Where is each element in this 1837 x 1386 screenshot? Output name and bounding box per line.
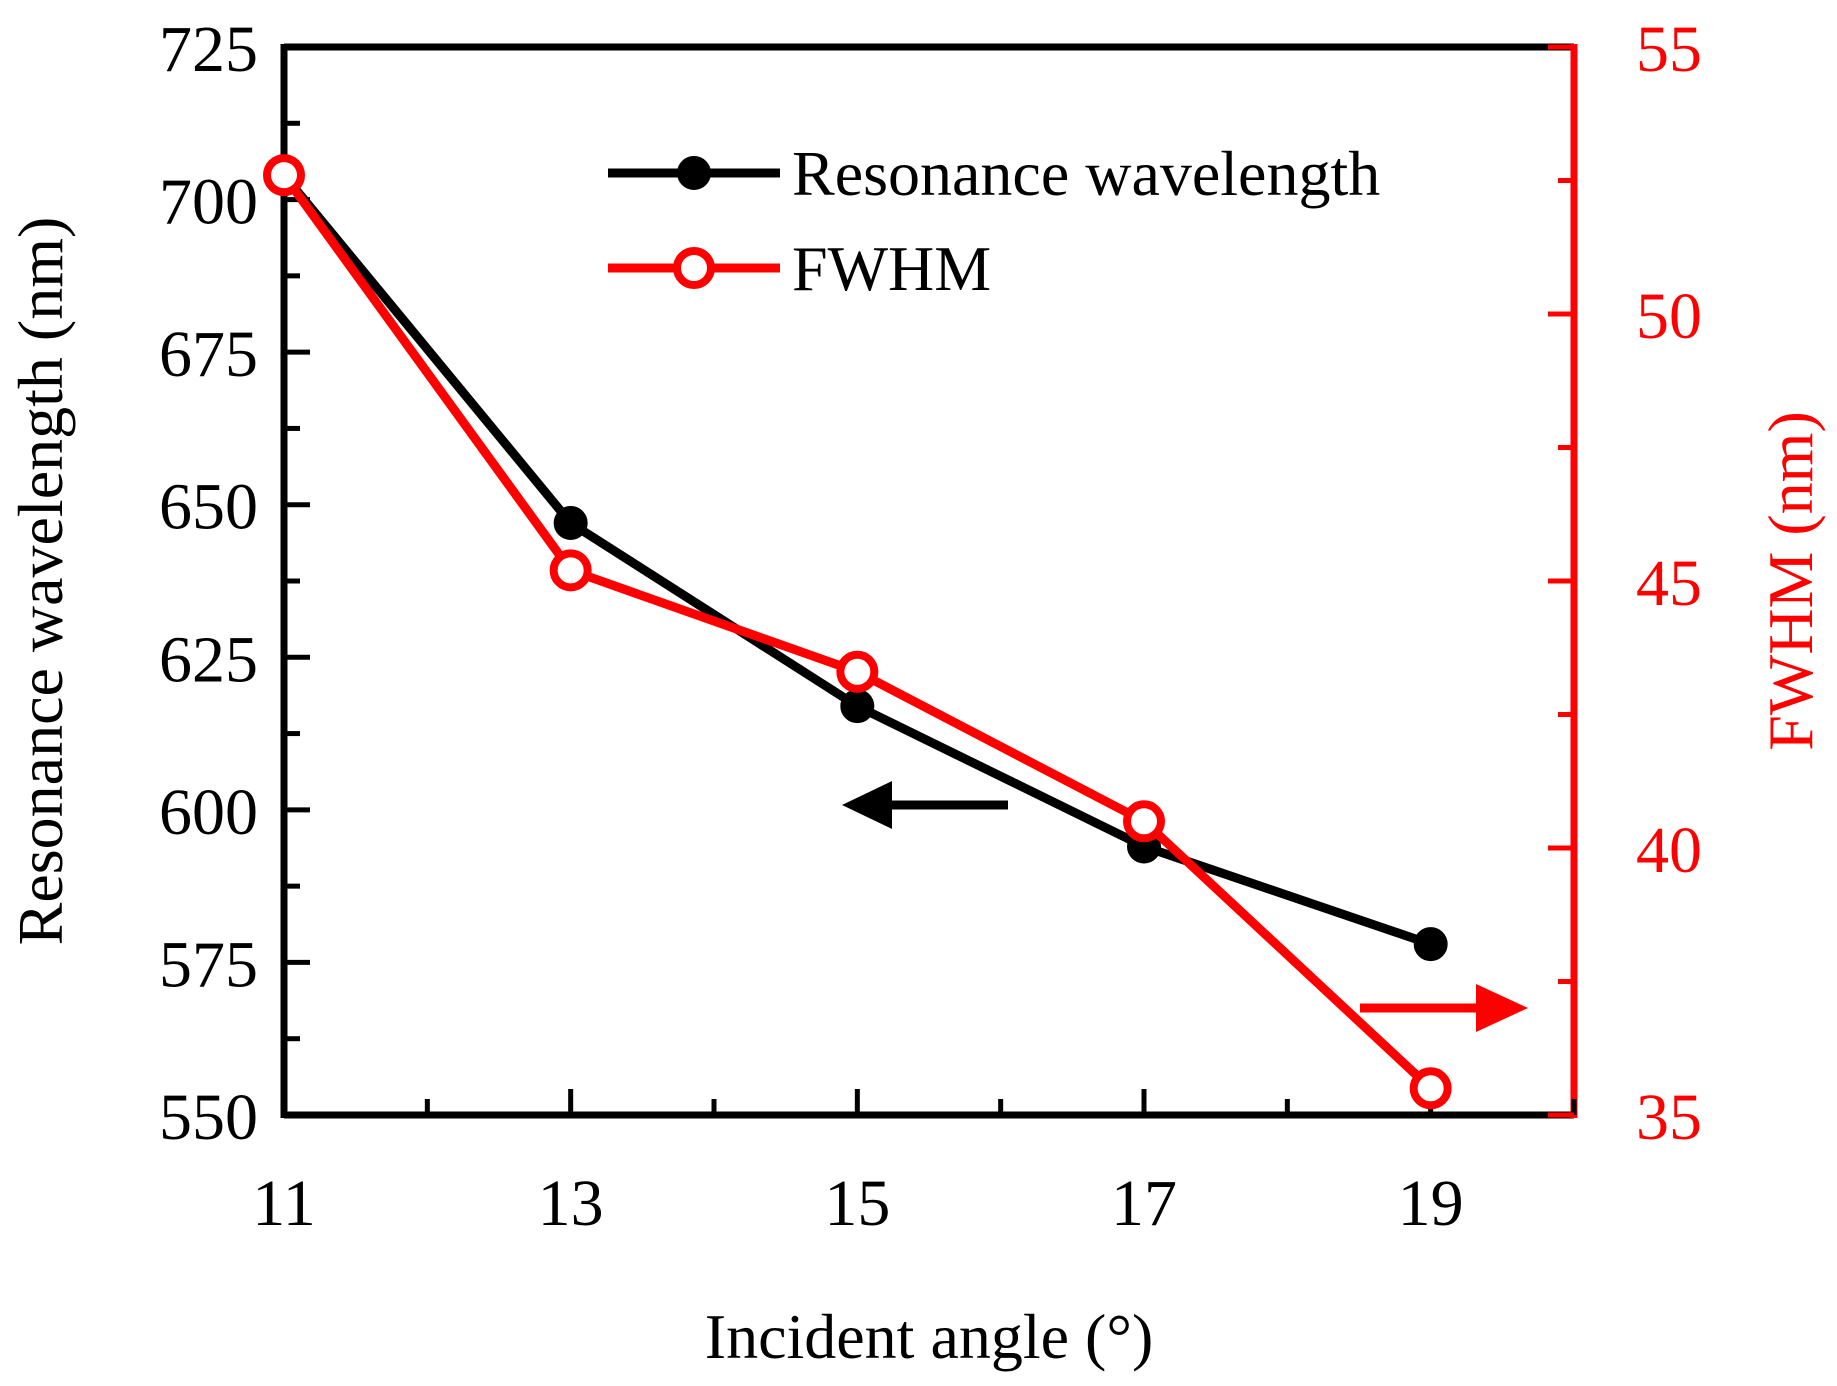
right-axis-title: FWHM (nm)	[1755, 411, 1826, 751]
x-axis-title: Incident angle (°)	[705, 1301, 1154, 1372]
legend-label-0: Resonance wavelength	[792, 138, 1380, 209]
left-tick-label: 575	[159, 928, 258, 1001]
data-point-1	[1123, 800, 1165, 843]
right-tick-label: 35	[1636, 1081, 1702, 1154]
data-point-1	[263, 154, 305, 197]
data-point-0	[553, 506, 588, 541]
data-point-0	[1413, 927, 1448, 962]
right-tick-label: 40	[1636, 814, 1702, 887]
left-tick-label: 550	[159, 1081, 258, 1154]
x-tick-label: 19	[1398, 1167, 1464, 1240]
data-point-1	[1409, 1067, 1452, 1110]
legend-label-1: FWHM	[792, 233, 991, 304]
x-tick-label: 15	[824, 1167, 890, 1240]
right-tick-label: 45	[1636, 547, 1702, 620]
right-tick-label: 55	[1636, 13, 1702, 86]
right-tick-label: 50	[1636, 280, 1702, 353]
data-point-0	[840, 689, 875, 724]
data-point-1	[549, 549, 592, 592]
legend-marker-0	[677, 156, 711, 190]
left-tick-label: 725	[159, 13, 258, 86]
left-tick-label: 625	[159, 623, 258, 696]
x-tick-label: 11	[252, 1167, 316, 1240]
left-axis-title: Resonance wavelength (nm)	[5, 217, 76, 946]
series-line-1	[280, 172, 1434, 1092]
x-tick-label: 17	[1111, 1167, 1177, 1240]
data-point-1	[836, 650, 879, 693]
left-axis-arrow-head	[842, 781, 892, 829]
left-tick-label: 650	[159, 471, 258, 544]
left-tick-label: 700	[159, 166, 258, 239]
x-tick-label: 13	[538, 1167, 604, 1240]
right-axis-arrow-head	[1476, 984, 1528, 1032]
left-tick-label: 675	[159, 318, 258, 391]
legend-marker-1	[673, 247, 715, 289]
left-tick-label: 600	[159, 776, 258, 849]
